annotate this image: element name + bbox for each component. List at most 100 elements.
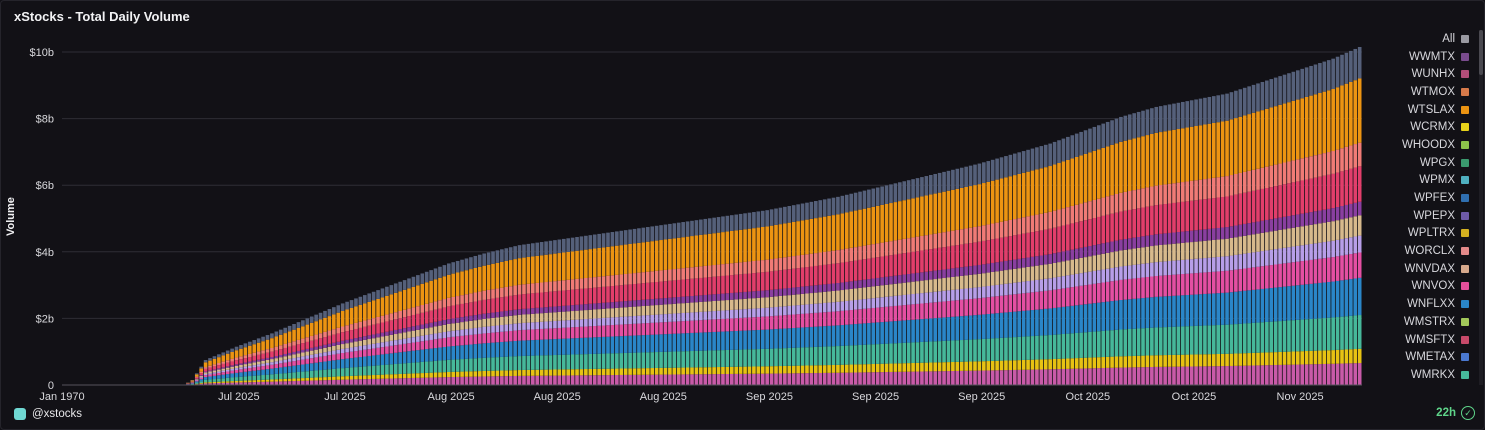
bar-segment [659,351,663,368]
bar-segment [1238,89,1243,117]
bar-segment [928,371,933,385]
bar-segment [1238,224,1243,237]
bar-segment [340,332,345,341]
bar-segment [1326,282,1331,318]
legend-item[interactable]: WCRMX [1349,118,1469,136]
legend-item[interactable]: WMDTX [1349,384,1469,386]
legend-label: WPMX [1419,174,1455,187]
bar-segment [336,368,341,377]
bar-segment [858,259,862,281]
bar-segment [1088,303,1092,332]
bar-segment [703,367,708,375]
legend-item[interactable]: WPFEX [1349,189,1469,207]
legend-item[interactable]: WTSLAX [1349,101,1469,119]
legend-item[interactable]: WPLTRX [1349,225,1469,243]
bar-segment [517,294,522,310]
bar-segment [805,202,809,220]
bar-segment [942,301,946,318]
legend-item[interactable]: WNVDAX [1349,260,1469,278]
bar-segment [208,358,212,361]
bar-segment [650,282,655,300]
bar-segment [225,377,230,382]
legend-item[interactable]: WORCLX [1349,242,1469,260]
bar-segment [1273,321,1278,353]
bar-segment [911,362,915,372]
bar-segment [522,375,526,385]
legend-item[interactable]: WUNHX [1349,65,1469,83]
bar-segment [990,370,995,385]
bar-segment [332,350,336,355]
bar-segment [243,382,248,385]
legend-item[interactable]: All [1349,30,1469,48]
legend-scrollbar-track[interactable] [1479,30,1483,385]
bar-segment [800,373,805,385]
bar-segment [1017,268,1022,283]
bar-segment [871,363,876,373]
legend-scrollbar-thumb[interactable] [1479,30,1483,75]
legend-item[interactable]: WPGX [1349,154,1469,172]
bar-segment [862,299,867,309]
bar-segment [1167,203,1172,233]
bar-segment [1189,294,1194,327]
bar-segment [460,271,464,296]
footer-handle[interactable]: @xstocks [14,408,82,420]
bar-segment [274,331,279,337]
bar-segment [1251,322,1256,353]
legend-item[interactable]: WMRKX [1349,366,1469,384]
bar-segment [1326,257,1331,283]
bar-segment [1167,275,1172,297]
bar-segment [389,345,394,354]
bar-segment [902,238,907,254]
bar-segment [1295,319,1300,352]
bar-segment [1318,258,1322,283]
legend-item[interactable]: WNVOX [1349,278,1469,296]
bar-segment [1039,291,1044,310]
bar-segment [1203,199,1207,230]
bar-segment [575,375,579,385]
legend-item[interactable]: WPEPX [1349,207,1469,225]
bar-segment [1251,84,1256,113]
bar-segment [1136,247,1141,265]
legend-item[interactable]: WWMTX [1349,48,1469,66]
bar-segment [968,299,973,316]
bar-segment [1189,273,1194,295]
legend-item[interactable]: WTMOX [1349,83,1469,101]
legend-item[interactable]: WMETAX [1349,348,1469,366]
legend-item[interactable]: WMSTRX [1349,313,1469,331]
bar-segment [840,364,845,373]
legend-item[interactable]: WPMX [1349,172,1469,190]
bar-segment [915,197,920,237]
bar-segment [420,273,425,284]
bar-segment [517,258,522,285]
bar-segment [681,312,685,322]
legend-item[interactable]: WHOODX [1349,136,1469,154]
bar-segment [535,339,540,356]
bar-segment [305,358,310,364]
legend-label: WNFLXX [1407,298,1455,311]
bar-segment [840,195,845,214]
legend-swatch [1461,176,1469,185]
bar-segment [685,236,690,268]
bar-segment [1340,54,1344,86]
legend-item[interactable]: WMSFTX [1349,331,1469,349]
bar-segment [738,299,743,310]
bar-segment [464,371,469,377]
bar-segment [548,312,553,322]
legend-swatch [1461,353,1469,362]
bar-segment [1101,197,1106,216]
bar-segment [305,348,310,352]
bar-segment [1092,303,1097,332]
bar-segment [615,375,619,385]
bar-segment [920,280,924,294]
bar-segment [1287,102,1291,162]
bar-segment [1349,279,1353,316]
bar-segment [1287,161,1291,184]
bar-segment [1220,271,1225,293]
legend-item[interactable]: WNFLXX [1349,295,1469,313]
bar-segment [548,321,553,329]
bar-segment [1220,121,1225,177]
bar-segment [508,295,513,311]
bar-segment [769,259,774,272]
bar-segment [809,253,814,267]
bar-segment [513,340,517,357]
